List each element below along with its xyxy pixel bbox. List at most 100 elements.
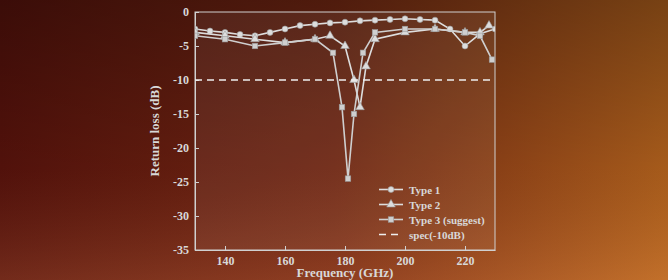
legend-item: Type 1 bbox=[379, 184, 440, 196]
x-tick: 160 bbox=[277, 246, 295, 268]
series-marker bbox=[485, 21, 494, 29]
y-tick: -15 bbox=[173, 107, 199, 121]
legend-label: Type 1 bbox=[409, 184, 440, 196]
series-marker bbox=[356, 102, 365, 110]
y-tick: -30 bbox=[173, 209, 199, 223]
series-marker bbox=[432, 26, 438, 32]
series-marker bbox=[339, 104, 345, 110]
series-marker bbox=[267, 29, 273, 35]
background-shade bbox=[0, 0, 668, 280]
series-marker bbox=[312, 36, 318, 42]
y-tick-label: -20 bbox=[173, 141, 189, 155]
series-marker bbox=[222, 36, 228, 42]
y-tick: -20 bbox=[173, 141, 199, 155]
series-marker bbox=[281, 38, 290, 46]
y-tick-label: -30 bbox=[173, 209, 189, 223]
series-marker bbox=[341, 41, 350, 49]
series-marker bbox=[402, 26, 408, 32]
series-line bbox=[195, 29, 492, 179]
series-marker bbox=[477, 33, 483, 39]
plot-frame bbox=[195, 12, 495, 250]
series-marker bbox=[342, 19, 348, 25]
legend-item: spec(-10dB) bbox=[379, 229, 465, 242]
y-tick: -5 bbox=[179, 39, 199, 53]
legend-label: spec(-10dB) bbox=[409, 229, 465, 242]
legend-item: Type 3 (suggest) bbox=[379, 214, 485, 227]
x-tick-mark bbox=[465, 246, 466, 250]
series-marker bbox=[312, 21, 318, 27]
y-tick-mark bbox=[195, 216, 199, 217]
series-marker bbox=[372, 30, 378, 36]
series-marker bbox=[372, 17, 378, 23]
x-tick-label: 220 bbox=[457, 254, 475, 268]
y-axis-title: Return loss (dB) bbox=[147, 85, 162, 176]
background bbox=[0, 0, 668, 280]
series-marker bbox=[357, 18, 363, 24]
y-tick-mark bbox=[195, 46, 199, 47]
x-tick-label: 200 bbox=[397, 254, 415, 268]
y-axis-line bbox=[195, 13, 196, 251]
y-axis: -35 -30 -25 -20 -15 -10 -5 0 bbox=[173, 5, 199, 257]
series-marker bbox=[402, 16, 408, 22]
legend-marker bbox=[388, 217, 394, 223]
series-marker bbox=[461, 27, 470, 35]
series-marker bbox=[252, 43, 258, 49]
x-axis-title: Frequency (GHz) bbox=[297, 265, 394, 280]
series-marker bbox=[387, 16, 393, 22]
y-tick-mark bbox=[195, 12, 199, 13]
series-marker bbox=[327, 20, 333, 26]
x-tick-mark bbox=[405, 246, 406, 250]
y-tick-mark bbox=[195, 148, 199, 149]
y-tick-label: -5 bbox=[179, 39, 189, 53]
series-marker bbox=[282, 26, 288, 32]
series-marker bbox=[350, 75, 359, 83]
legend: Type 1 Type 2 Type 3 (suggest) spec(-10dB) bbox=[379, 184, 485, 242]
y-tick-label: 0 bbox=[183, 5, 189, 19]
series-marker bbox=[462, 43, 468, 49]
series-marker bbox=[462, 30, 468, 36]
series-marker bbox=[311, 34, 320, 42]
y-tick-label: -35 bbox=[173, 243, 189, 257]
x-tick: 140 bbox=[217, 246, 235, 268]
series-marker bbox=[417, 16, 423, 22]
legend-label: Type 3 (suggest) bbox=[409, 214, 485, 227]
y-tick-label: -15 bbox=[173, 107, 189, 121]
x-tick-label: 140 bbox=[217, 254, 235, 268]
y-tick: -25 bbox=[173, 175, 199, 189]
x-tick: 200 bbox=[397, 246, 415, 268]
x-tick-mark bbox=[285, 246, 286, 250]
series-marker bbox=[282, 40, 288, 46]
series-marker bbox=[351, 111, 357, 117]
series-marker bbox=[431, 24, 440, 32]
series-line bbox=[195, 26, 489, 108]
series-group bbox=[195, 16, 495, 182]
y-tick: 0 bbox=[183, 5, 199, 19]
series-marker bbox=[345, 176, 351, 182]
y-tick-label: -10 bbox=[173, 73, 189, 87]
x-axis-line bbox=[196, 250, 496, 251]
plot: 140160180200220-35-30-25-20-15-10-50Type… bbox=[173, 5, 498, 267]
x-tick: 220 bbox=[457, 246, 475, 268]
legend-item: Type 2 bbox=[379, 199, 441, 211]
y-tick: -35 bbox=[173, 243, 199, 257]
chart: 140160180200220-35-30-25-20-15-10-50Type… bbox=[0, 0, 668, 280]
x-tick-mark bbox=[345, 246, 346, 250]
x-tick-label: 160 bbox=[277, 254, 295, 268]
y-tick-mark bbox=[195, 114, 199, 115]
series-marker bbox=[297, 23, 303, 29]
series-marker bbox=[251, 34, 260, 42]
series-marker bbox=[330, 50, 336, 56]
series-marker bbox=[432, 17, 438, 23]
y-tick-label: -25 bbox=[173, 175, 189, 189]
series-marker bbox=[489, 57, 495, 63]
legend-label: Type 2 bbox=[409, 199, 441, 211]
series-marker bbox=[326, 31, 335, 39]
x-tick-mark bbox=[225, 246, 226, 250]
legend-swatch bbox=[379, 234, 403, 236]
legend-marker bbox=[388, 187, 394, 193]
series-marker bbox=[195, 33, 198, 39]
y-tick-mark bbox=[195, 182, 199, 183]
series-marker bbox=[360, 50, 366, 56]
series-line bbox=[195, 79, 495, 81]
y-tick-mark bbox=[195, 250, 199, 251]
